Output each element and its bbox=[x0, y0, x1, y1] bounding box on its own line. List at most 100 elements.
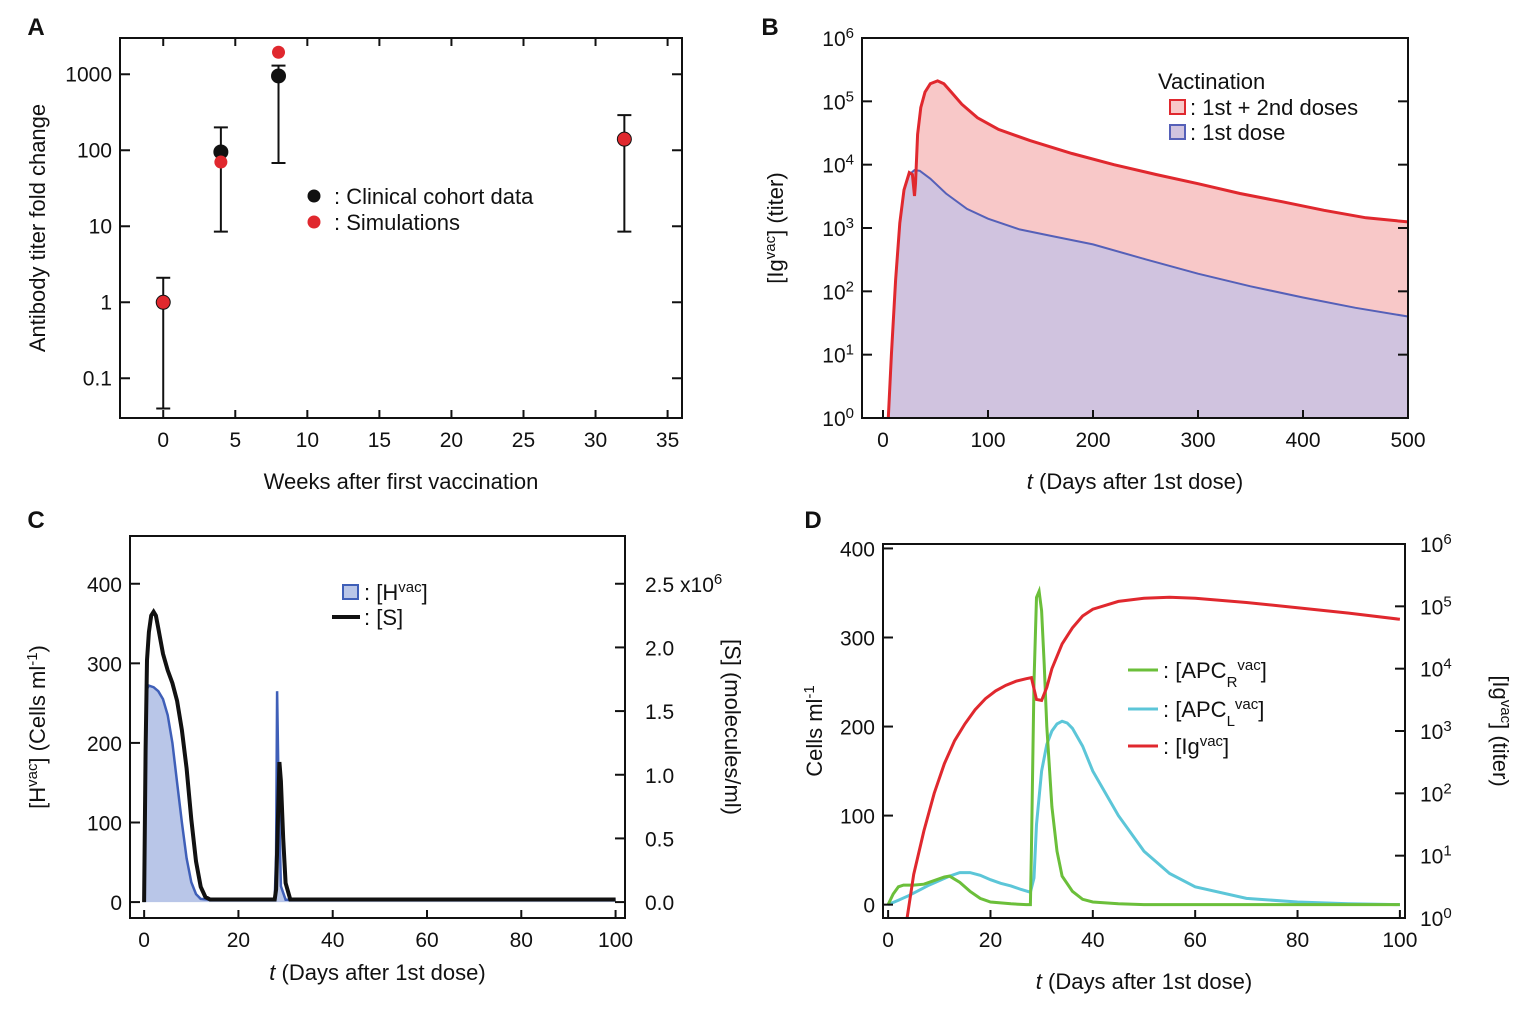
x-axis-label-b: t (Days after 1st dose) bbox=[1027, 469, 1243, 494]
y-tick-label-right-d-part: 6 bbox=[1443, 531, 1451, 548]
legend-label-s: : [S] bbox=[364, 605, 403, 630]
line-ig-vac bbox=[905, 595, 1401, 919]
simulation-point bbox=[272, 45, 286, 59]
legend-label-apc-r-part: R bbox=[1227, 674, 1238, 691]
y-tick-label-right-d-part: 10 bbox=[1420, 908, 1443, 931]
y-axis-label-right-d-part: [Ig bbox=[1488, 675, 1513, 699]
y-axis-label-right-d-part: vac bbox=[1498, 700, 1515, 724]
y-axis-label-left-c-part: ] (Cells ml bbox=[25, 666, 50, 764]
y-tick-label-b: 105 bbox=[822, 88, 854, 115]
legend-label-both-doses: : 1st + 2nd doses bbox=[1190, 95, 1358, 120]
x-tick-label-a: 25 bbox=[512, 429, 535, 452]
y-tick-label-right-d-part: 4 bbox=[1443, 655, 1451, 672]
x-tick-label-c: 80 bbox=[510, 929, 533, 952]
legend-label-ig-vac-part: vac bbox=[1200, 733, 1224, 750]
y-tick-label-b-part: 10 bbox=[822, 218, 845, 241]
y-tick-label-b-part: 1 bbox=[846, 341, 854, 358]
y-tick-label-a: 100 bbox=[77, 139, 112, 162]
x-axis-label-d-part: (Days after 1st dose) bbox=[1042, 969, 1252, 994]
legend-label-simulations: : Simulations bbox=[334, 210, 460, 235]
x-axis-label-a: Weeks after first vaccination bbox=[264, 469, 539, 494]
y-axis-label-left-c: [Hvac] (Cells ml-1) bbox=[24, 645, 51, 809]
y-tick-label-left-c: 0 bbox=[110, 892, 122, 915]
y-tick-label-b-part: 10 bbox=[822, 345, 845, 368]
y-axis-label-left-c-part: vac bbox=[24, 763, 41, 787]
x-tick-label-d: 20 bbox=[979, 929, 1002, 952]
y-axis-label-right-c: [S] (molecules/ml) bbox=[720, 639, 745, 815]
legend-swatch-first-dose bbox=[1169, 124, 1186, 140]
legend-label-apc-l-part: : [APC bbox=[1163, 697, 1227, 722]
x-axis-label-b-part: (Days after 1st dose) bbox=[1033, 469, 1243, 494]
y-tick-label-b-part: 6 bbox=[846, 25, 854, 42]
x-axis-label-b-part: t bbox=[1027, 469, 1034, 494]
line-apc-l bbox=[887, 719, 1400, 907]
y-tick-label-b: 104 bbox=[822, 151, 854, 178]
x-tick-label-d: 0 bbox=[882, 929, 894, 952]
simulation-point bbox=[156, 295, 170, 309]
panel-d: D0 20 40 60 80 100010020030040010010110210310… bbox=[801, 507, 1515, 994]
area-h-vac bbox=[144, 685, 616, 903]
simulation-point bbox=[617, 132, 631, 146]
y-tick-label-b-part: 3 bbox=[846, 215, 854, 232]
x-axis-label-d: t (Days after 1st dose) bbox=[1036, 969, 1252, 994]
y-tick-label-a: 10 bbox=[89, 215, 112, 238]
clinical-data-point bbox=[213, 144, 229, 160]
y-tick-label-right-c: 2.5 x106 bbox=[645, 570, 722, 597]
legend-label-apc-r: : [APCRvac] bbox=[1163, 657, 1267, 691]
x-tick-label-b: 300 bbox=[1180, 429, 1215, 452]
y-tick-label-left-d: 200 bbox=[840, 717, 875, 740]
y-tick-label-right-d-part: 1 bbox=[1443, 842, 1451, 859]
y-tick-label-right-d-part: 10 bbox=[1420, 659, 1443, 682]
legend-marker-simulations bbox=[307, 215, 321, 229]
area-first-dose bbox=[888, 170, 1408, 418]
y-tick-label-b-part: 2 bbox=[846, 278, 854, 295]
legend-label-h-vac-part: : [H bbox=[364, 580, 398, 605]
y-tick-label-right-c-part: 2.5 x10 bbox=[645, 574, 714, 597]
legend-label-ig-vac: : [Igvac] bbox=[1163, 733, 1229, 760]
legend-label-apc-r-part: ] bbox=[1261, 658, 1267, 683]
legend-label-h-vac-part: vac bbox=[398, 579, 422, 596]
x-axis-label-c: t (Days after 1st dose) bbox=[269, 960, 485, 985]
y-tick-label-b-part: 10 bbox=[822, 155, 845, 178]
y-tick-label-right-d: 104 bbox=[1420, 655, 1452, 682]
y-tick-label-left-c: 100 bbox=[87, 813, 122, 836]
legend-swatch-h-vac bbox=[342, 584, 359, 600]
y-axis-label-b-part: vac bbox=[762, 235, 779, 259]
y-tick-label-right-d-part: 10 bbox=[1420, 596, 1443, 619]
y-tick-label-right-d-part: 10 bbox=[1420, 721, 1443, 744]
simulation-point bbox=[214, 155, 228, 169]
legend-marker-clinical bbox=[307, 189, 321, 203]
legend-label-ig-vac-part: : [Ig bbox=[1163, 734, 1200, 759]
y-tick-label-b-part: 5 bbox=[846, 88, 854, 105]
y-tick-label-right-d-part: 10 bbox=[1420, 534, 1443, 557]
legend-label-apc-r-part: vac bbox=[1237, 657, 1261, 674]
y-tick-label-right-c: 2.0 bbox=[645, 637, 674, 660]
y-axis-label-a: Antibody titer fold change bbox=[25, 104, 50, 352]
y-axis-label-left-c-part: [H bbox=[25, 787, 50, 809]
x-tick-label-a: 20 bbox=[440, 429, 463, 452]
y-tick-label-right-d-part: 0 bbox=[1443, 905, 1451, 922]
x-axis-label-c-part: (Days after 1st dose) bbox=[275, 960, 485, 985]
y-tick-label-b-part: 10 bbox=[822, 281, 845, 304]
y-axis-label-left-c-part: -1 bbox=[24, 652, 41, 665]
y-tick-label-right-c: 1.0 bbox=[645, 765, 674, 788]
legend-label-h-vac: : [Hvac] bbox=[364, 579, 428, 606]
legend-label-apc-l: : [APCLvac] bbox=[1163, 696, 1264, 730]
x-tick-label-c: 40 bbox=[321, 929, 344, 952]
x-tick-label-c: 100 bbox=[598, 929, 633, 952]
y-tick-label-b: 106 bbox=[822, 25, 854, 52]
x-tick-label-a: 10 bbox=[296, 429, 319, 452]
y-tick-label-right-c-part: 6 bbox=[714, 570, 722, 587]
y-tick-label-b-part: 4 bbox=[846, 151, 854, 168]
y-tick-label-b: 103 bbox=[822, 215, 854, 242]
y-tick-label-right-d: 103 bbox=[1420, 718, 1452, 745]
y-axis-label-right-d: [Igvac] (titer) bbox=[1488, 675, 1515, 786]
x-tick-label-d: 60 bbox=[1183, 929, 1206, 952]
y-tick-label-left-d: 400 bbox=[840, 538, 875, 561]
panel-letter-d: D bbox=[804, 507, 821, 534]
x-tick-label-b: 100 bbox=[970, 429, 1005, 452]
y-tick-label-b-part: 0 bbox=[846, 405, 854, 422]
x-tick-label-c: 20 bbox=[227, 929, 250, 952]
x-tick-label-b: 200 bbox=[1075, 429, 1110, 452]
y-tick-label-right-d-part: 10 bbox=[1420, 783, 1443, 806]
